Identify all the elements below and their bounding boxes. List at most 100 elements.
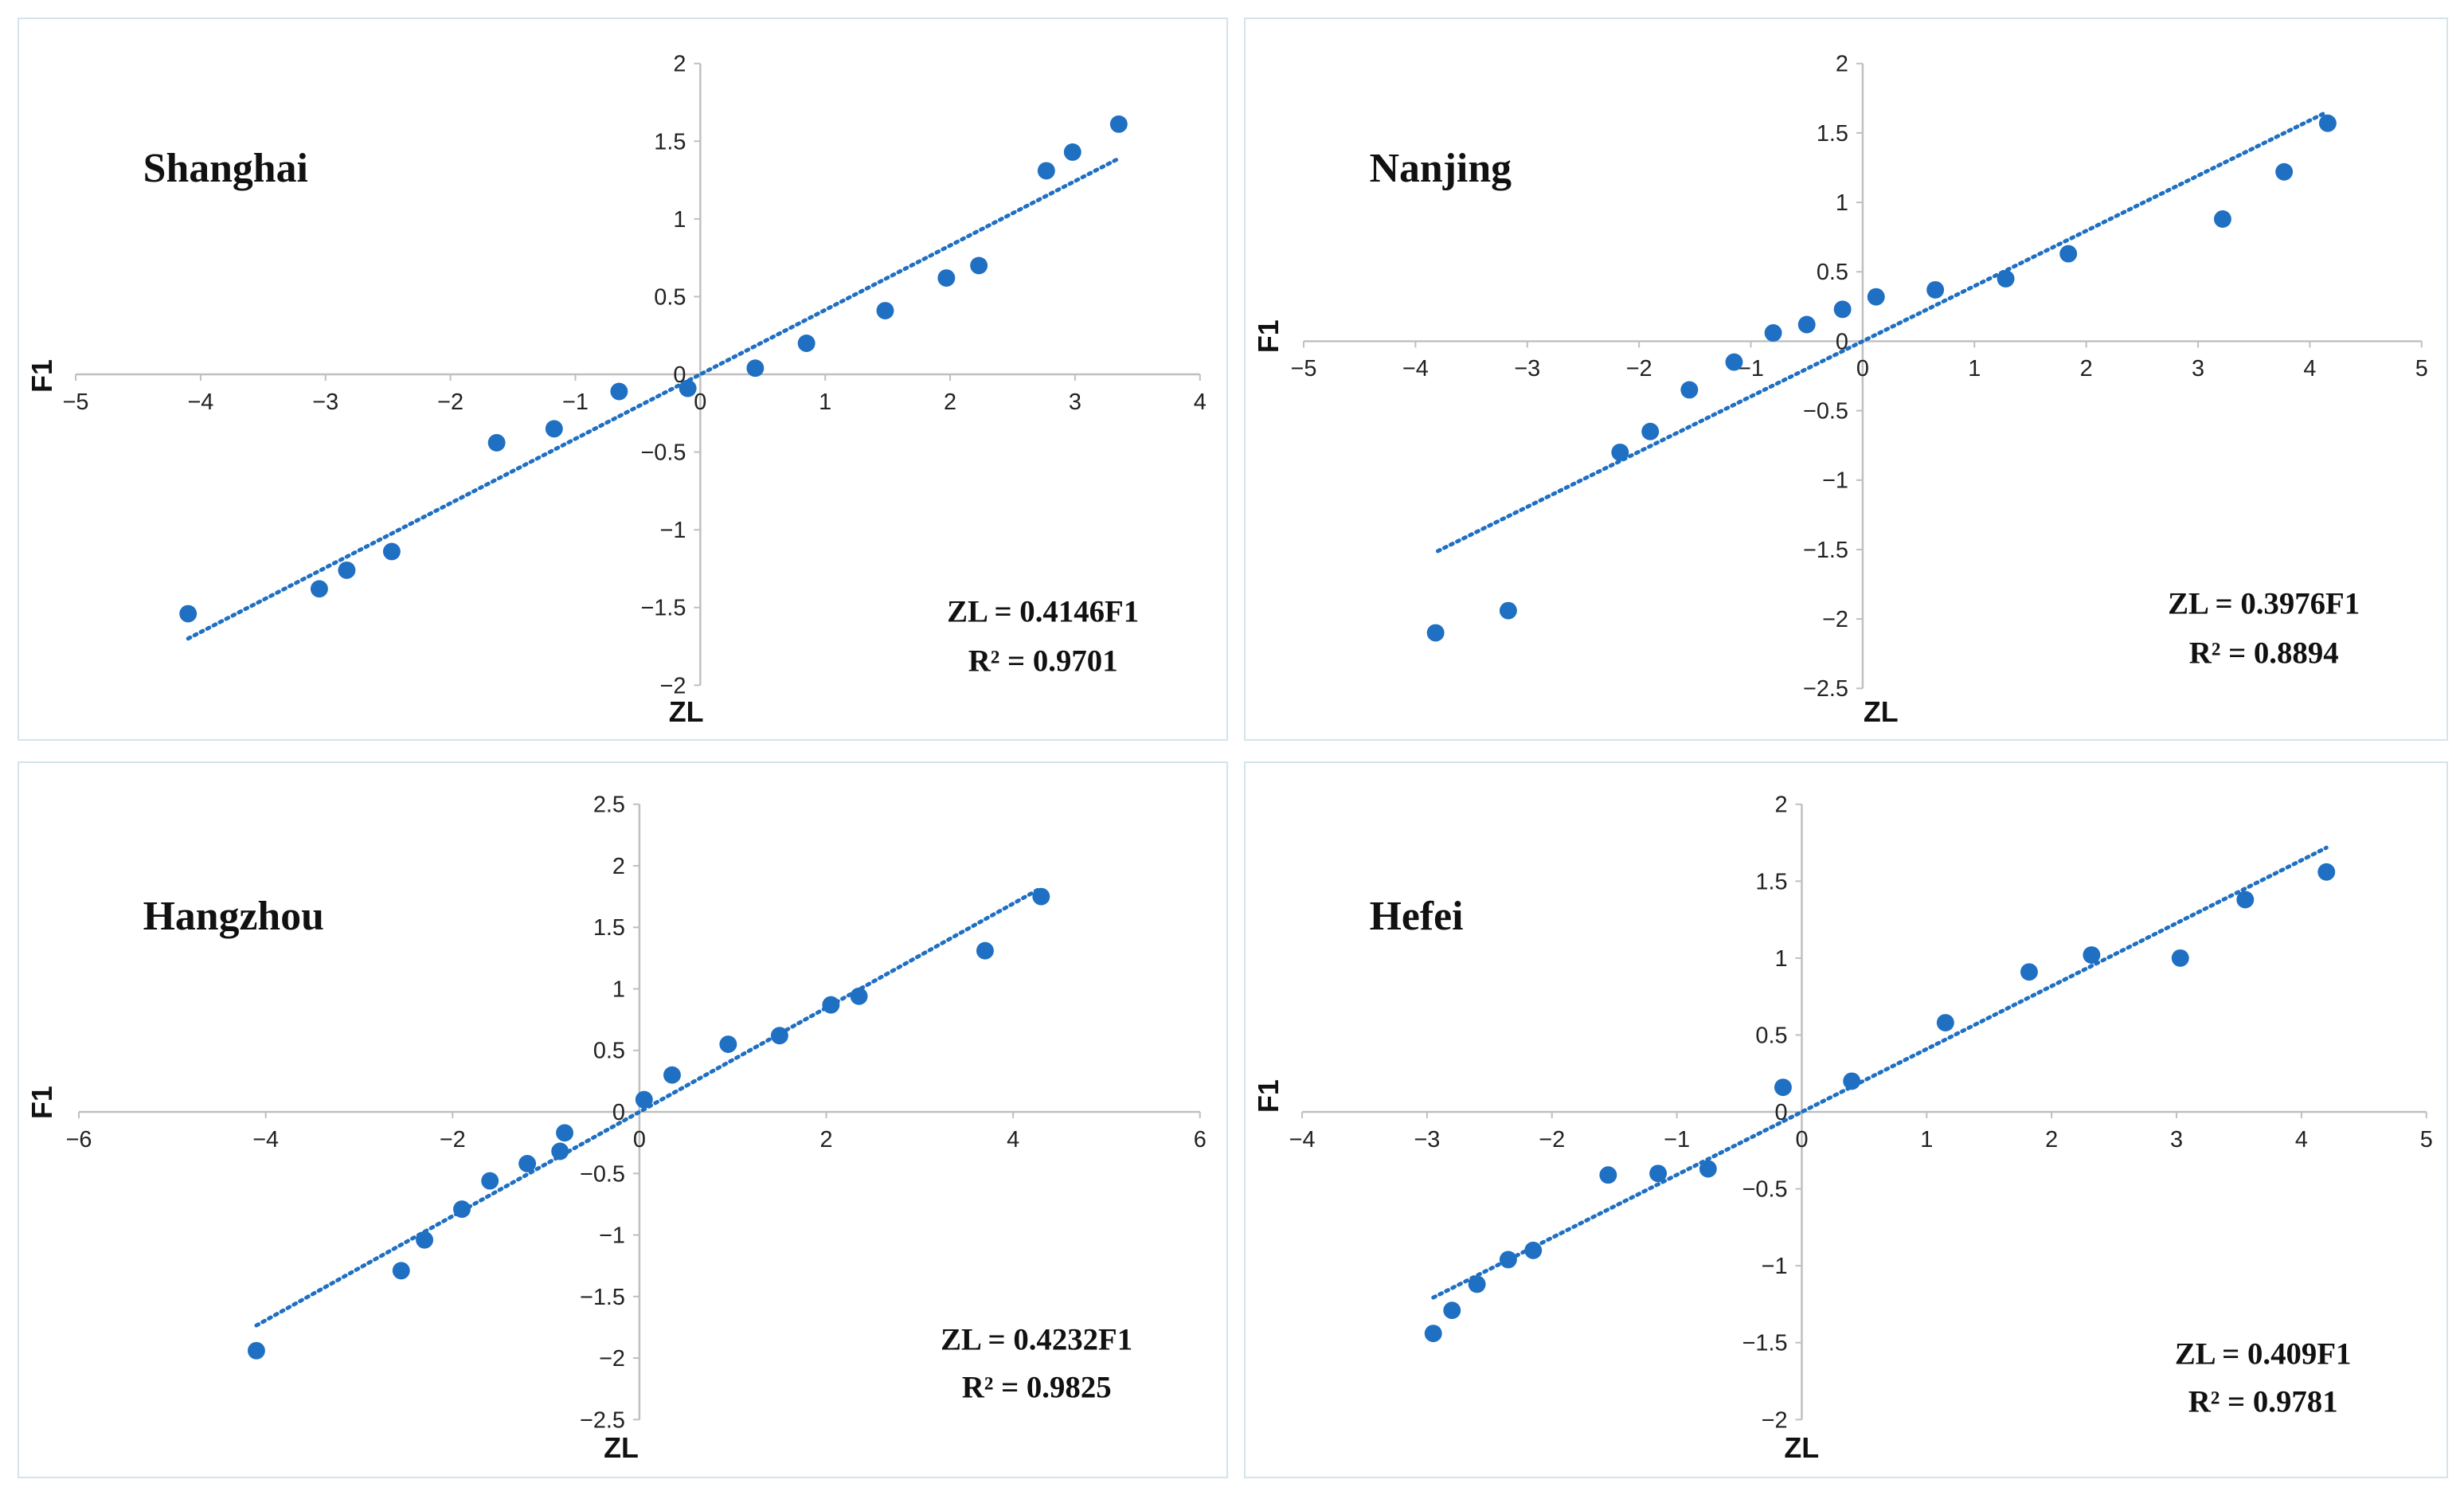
x-tick-label: −4	[187, 389, 213, 415]
y-tick-label: −2	[599, 1346, 625, 1372]
y-tick-label: 0	[612, 1100, 625, 1125]
x-tick-label: 4	[2295, 1127, 2308, 1153]
data-point	[392, 1262, 410, 1280]
scatter-chart-shanghai: −5 −4 −3 −2 −1 0 1 2 3 4−2−1.5−1−0.500.511.52Shan…	[26, 52, 1207, 728]
y-tick-label: 0.5	[593, 1039, 625, 1064]
x-tick-label: 4	[2303, 356, 2316, 382]
data-point	[2213, 210, 2231, 228]
x-tick-label: −3	[1514, 356, 1540, 382]
data-point	[481, 1172, 499, 1190]
trendline	[186, 156, 1121, 641]
x-tick-label: 3	[1069, 389, 1081, 415]
y-axis-label: F1	[26, 1086, 58, 1119]
data-point	[2318, 114, 2337, 132]
data-point	[1725, 353, 1743, 371]
data-point	[1649, 1164, 1668, 1183]
x-tick-label: −5	[63, 389, 89, 415]
data-point	[453, 1200, 471, 1219]
y-axis-label: F1	[1253, 1079, 1285, 1113]
y-tick-label: −1	[599, 1223, 625, 1249]
data-point	[1499, 1250, 1517, 1269]
data-point	[382, 542, 401, 561]
data-point	[247, 1341, 265, 1360]
data-point	[1926, 280, 1945, 299]
y-tick-label: −1	[660, 518, 686, 543]
data-point	[770, 1027, 788, 1045]
y-tick-label: −2	[1762, 1407, 1788, 1433]
x-tick-label: −3	[1414, 1127, 1440, 1153]
data-point	[2317, 863, 2336, 881]
data-point	[635, 1090, 653, 1109]
data-point	[2020, 963, 2038, 981]
y-tick-label: 0	[1836, 329, 1848, 354]
data-point	[850, 987, 868, 1005]
x-tick-label: −5	[1291, 356, 1317, 382]
data-point	[545, 420, 563, 438]
x-tick-label: 1	[1968, 356, 1981, 382]
chart-title: Hefei	[1370, 894, 1464, 939]
y-tick-label: 1.5	[1755, 869, 1787, 894]
y-tick-label: −1	[1762, 1254, 1788, 1279]
x-axis-label: ZL	[669, 696, 704, 728]
data-point	[1109, 115, 1128, 133]
chart-panel-nanjing: −5 −4 −3 −2 −1 0 1 2 3 4 5 −2.5 −2 −1.5 −1 −0.5 0 0.5 1 1.5…	[1244, 18, 2448, 741]
x-tick-label: −3	[312, 389, 338, 415]
scatter-chart-nanjing: −5 −4 −3 −2 −1 0 1 2 3 4 5−2.5−2−1.5−1−0.500.511.5…	[1253, 52, 2428, 728]
y-tick-label: 1.5	[654, 129, 686, 155]
data-point	[551, 1142, 569, 1160]
x-tick-label: 6	[1194, 1127, 1207, 1153]
data-point	[976, 941, 994, 960]
y-tick-label: −0.5	[640, 440, 686, 466]
regression-equation: ZL = 0.3976F1	[2168, 587, 2360, 621]
x-tick-label: 2	[2080, 356, 2093, 382]
y-tick-label: −0.5	[1803, 399, 1848, 425]
data-point	[1032, 887, 1050, 906]
scatter-chart-hangzhou: −6 −4 −2 0 2 4 6 −2.5 −2 −1.5 −1 −0.5 0 0.5 1 1.5 2 2.5 Ha…	[26, 793, 1207, 1464]
x-tick-label: −4	[252, 1127, 279, 1153]
data-point	[1680, 381, 1699, 399]
y-tick-label: 0.5	[654, 284, 686, 310]
data-point	[1797, 315, 1816, 334]
data-point	[1599, 1166, 1617, 1184]
x-tick-label: 3	[2192, 356, 2204, 382]
y-tick-label: 0.5	[1817, 260, 1848, 285]
x-axis-label: ZL	[1864, 696, 1899, 728]
data-point	[1764, 324, 1782, 342]
y-tick-label: 1	[1836, 190, 1848, 216]
data-point	[1936, 1014, 1954, 1031]
x-tick-label: −2	[1539, 1127, 1565, 1153]
y-tick-label: −2.5	[580, 1407, 625, 1433]
data-point	[679, 379, 697, 397]
data-point	[556, 1124, 574, 1142]
x-tick-label: −2	[437, 389, 463, 415]
data-point	[937, 269, 956, 287]
x-tick-label: 0	[1856, 356, 1869, 382]
regression-equation: ZL = 0.4232F1	[941, 1323, 1132, 1357]
chart-title: Nanjing	[1370, 146, 1512, 191]
data-point	[719, 1035, 737, 1054]
y-tick-label: 1	[673, 207, 686, 233]
x-tick-label: 1	[1920, 1127, 1933, 1153]
y-tick-label: −2.5	[1803, 676, 1848, 702]
data-point	[1833, 300, 1852, 319]
y-tick-label: −1	[1822, 468, 1848, 494]
y-tick-label: −1.5	[1742, 1331, 1788, 1356]
y-tick-label: −0.5	[580, 1161, 625, 1187]
x-tick-label: 4	[1007, 1127, 1019, 1153]
data-point	[518, 1154, 537, 1172]
data-point	[1443, 1301, 1461, 1320]
data-point	[2236, 890, 2255, 909]
x-tick-label: 0	[1795, 1127, 1808, 1153]
y-tick-label: −1.5	[1803, 538, 1848, 563]
data-point	[416, 1231, 434, 1249]
y-tick-label: −0.5	[1742, 1177, 1788, 1203]
x-tick-label: 4	[1194, 389, 1207, 415]
x-tick-label: −2	[440, 1127, 466, 1153]
y-tick-label: 1	[1774, 946, 1787, 972]
data-point	[746, 359, 765, 378]
y-tick-label: −1.5	[640, 596, 686, 621]
y-tick-label: −1.5	[580, 1285, 625, 1310]
data-point	[338, 561, 356, 579]
data-point	[1468, 1275, 1486, 1293]
x-tick-label: −1	[562, 389, 589, 415]
